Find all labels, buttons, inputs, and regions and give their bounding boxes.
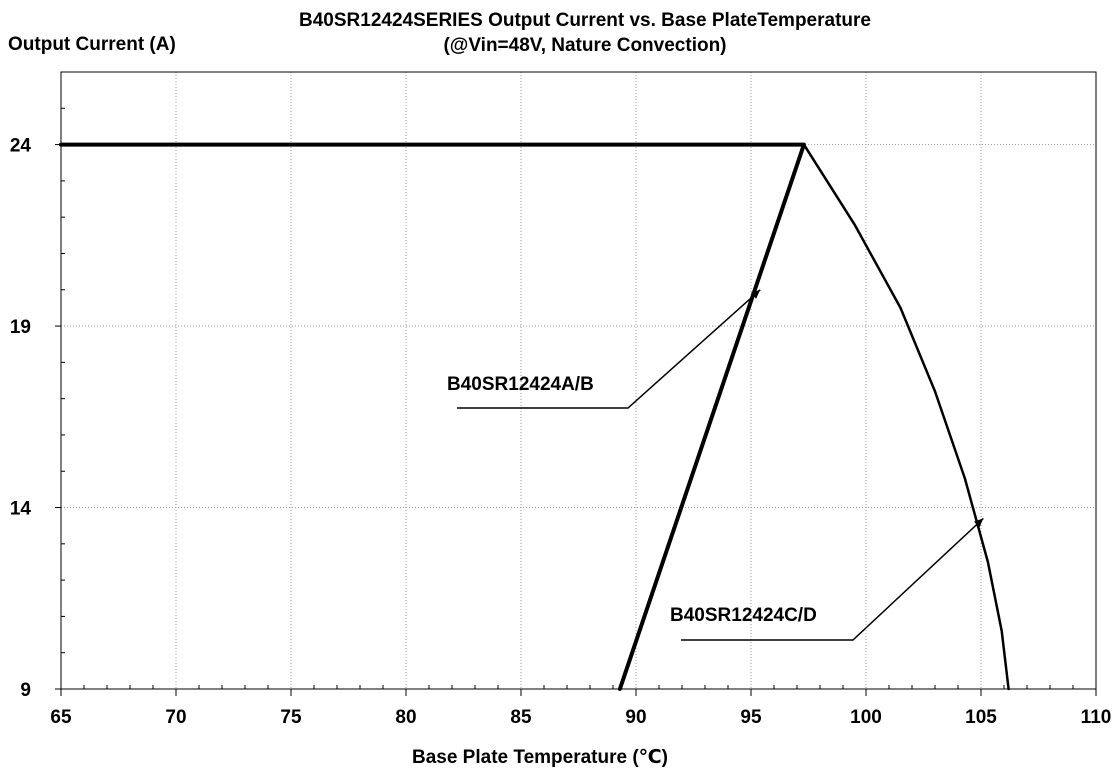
plot-frame — [60, 71, 1097, 690]
chart-title: B40SR12424SERIES Output Current vs. Base… — [299, 10, 871, 31]
x-tick-label: 90 — [625, 707, 646, 728]
axes — [55, 71, 1097, 696]
y-axis-title: Output Current (A) — [8, 34, 176, 55]
annotation-leader-line — [457, 289, 761, 409]
x-tick-label: 105 — [965, 707, 997, 728]
y-tick-label: 9 — [20, 680, 31, 701]
series-line — [802, 143, 1010, 691]
x-tick-label: 70 — [165, 707, 186, 728]
x-tick-label: 75 — [280, 707, 302, 728]
x-tick-label: 95 — [740, 707, 762, 728]
x-tick-label: 85 — [510, 707, 532, 728]
annotation-arrowhead — [750, 289, 761, 299]
labels: 65 70 75 80 85 90 95 100 105 110 9 14 19 24 — [10, 136, 1111, 728]
chart-subtitle: (@Vin=48V, Nature Convection) — [443, 35, 726, 56]
x-tick-label: 80 — [395, 707, 416, 728]
annotation-leader-line — [681, 517, 984, 641]
y-tick-label: 24 — [10, 136, 32, 157]
annotation-label: B40SR12424C/D — [670, 605, 817, 626]
y-tick-label: 19 — [10, 317, 31, 338]
x-tick-label: 100 — [850, 707, 882, 728]
annotation-arrowhead — [973, 518, 984, 528]
annotation-label: B40SR12424A/B — [447, 374, 594, 395]
x-axis-title: Base Plate Temperature (℃) — [412, 747, 668, 768]
y-tick-label: 14 — [10, 499, 32, 520]
series — [59, 142, 1010, 691]
x-tick-label: 65 — [50, 707, 72, 728]
grid — [61, 72, 1096, 689]
annotations: B40SR12424A/B B40SR12424C/D — [447, 289, 984, 641]
x-tick-label: 110 — [1081, 707, 1112, 728]
